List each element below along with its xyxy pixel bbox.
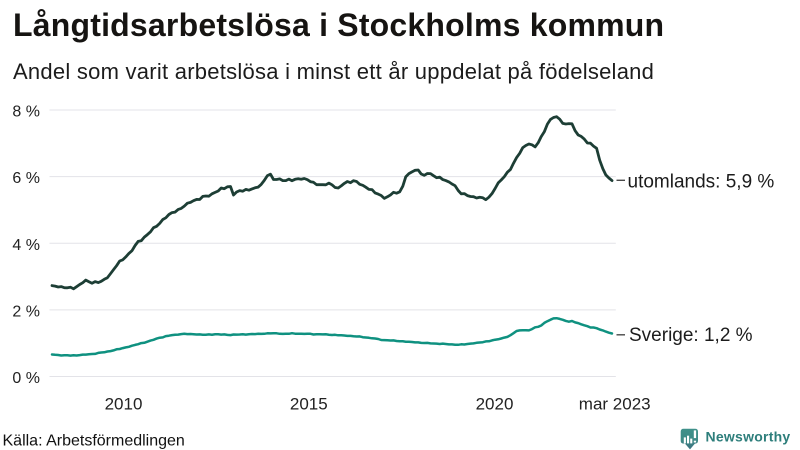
svg-text:utomlands: 5,9 %: utomlands: 5,9 % [628,172,775,193]
svg-text:2010: 2010 [105,394,143,413]
svg-text:Långtidsarbetslösa i Stockholm: Långtidsarbetslösa i Stockholms kommun [13,7,664,43]
svg-text:Newsworthy: Newsworthy [706,429,791,445]
svg-text:mar 2023: mar 2023 [579,394,651,413]
svg-text:Andel som varit arbetslösa i m: Andel som varit arbetslösa i minst ett å… [13,59,654,84]
svg-text:8 %: 8 % [12,104,40,121]
svg-text:Sverige: 1,2 %: Sverige: 1,2 % [629,325,753,346]
svg-text:4 %: 4 % [12,237,40,254]
svg-text:2 %: 2 % [12,304,40,321]
svg-text:0 %: 0 % [12,370,40,387]
svg-text:Källa: Arbetsförmedlingen: Källa: Arbetsförmedlingen [3,433,185,450]
svg-text:2020: 2020 [476,394,514,413]
svg-text:2015: 2015 [290,394,328,413]
svg-text:6 %: 6 % [12,170,40,187]
